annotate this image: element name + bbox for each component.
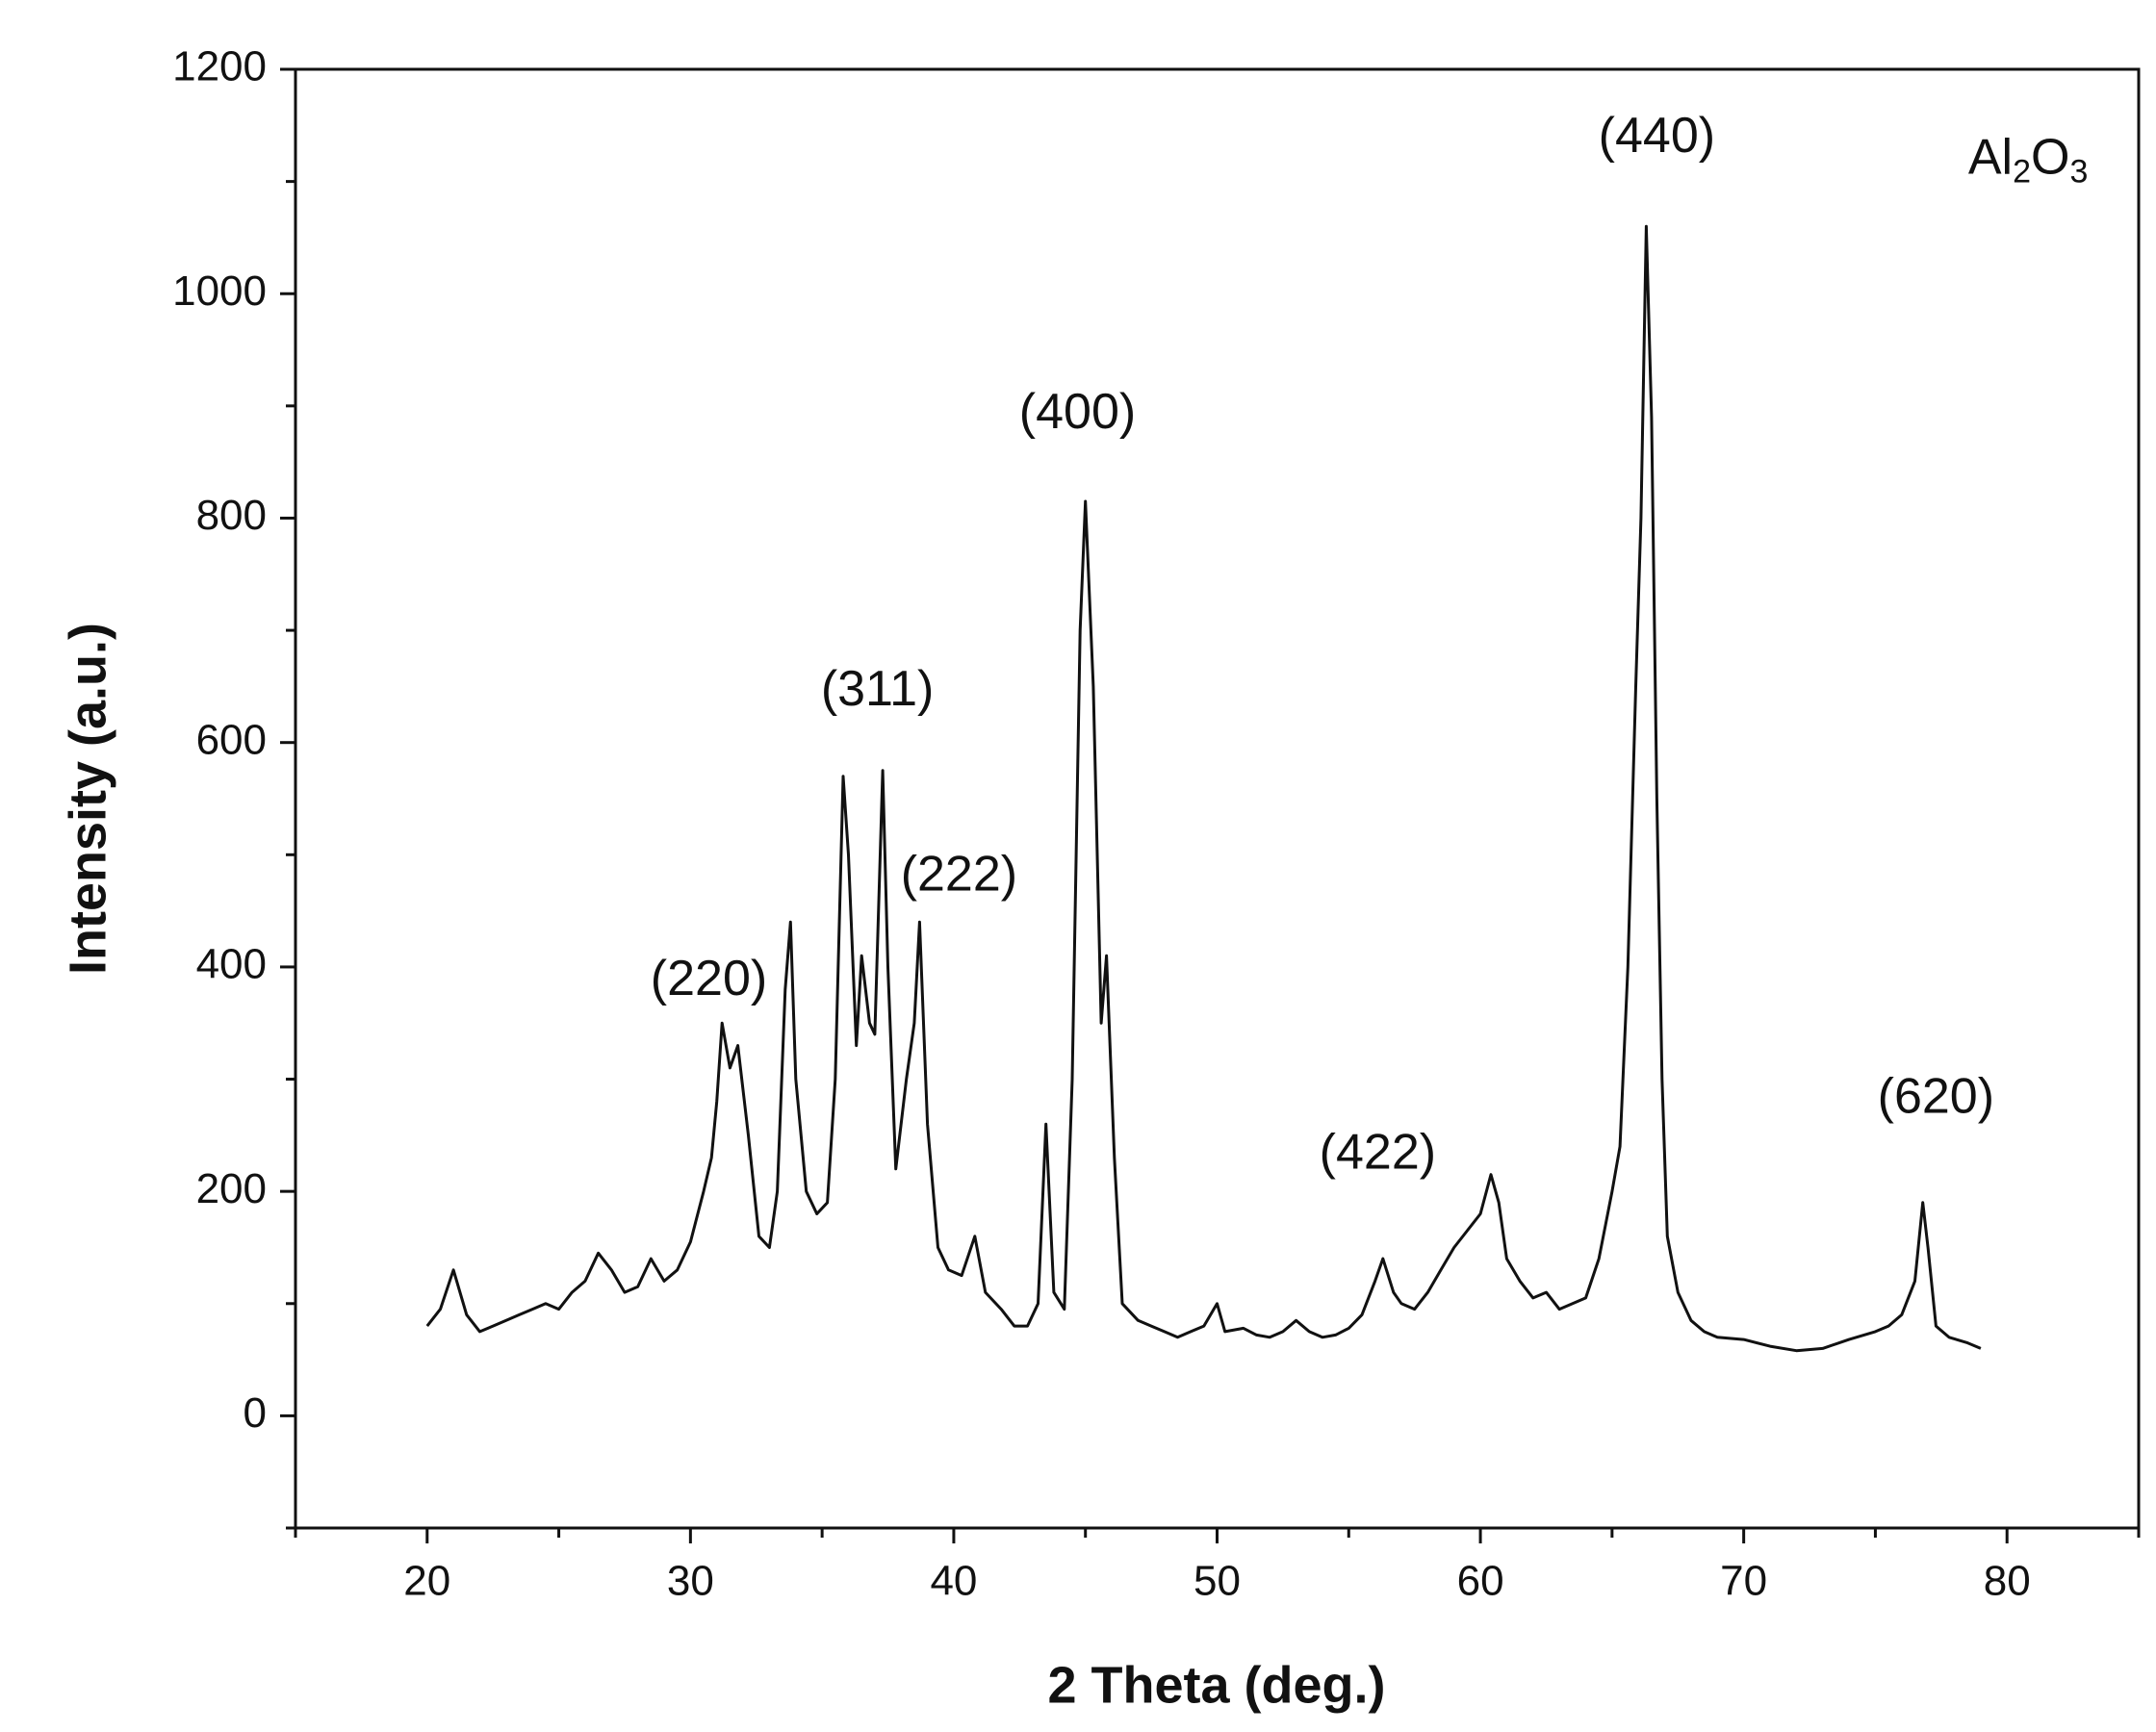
- y-tick-label: 800: [196, 492, 267, 539]
- peak-label: (620): [1878, 1068, 1994, 1124]
- y-axis-title: Intensity (a.u.): [59, 623, 116, 975]
- x-tick-label: 50: [1194, 1558, 1241, 1605]
- peak-label: (220): [651, 951, 767, 1006]
- x-tick-label: 60: [1457, 1558, 1504, 1605]
- y-tick-label: 600: [196, 716, 267, 763]
- x-tick-label: 80: [1984, 1558, 2031, 1605]
- y-tick-label: 400: [196, 941, 267, 988]
- peak-label: (440): [1599, 108, 1715, 164]
- peak-label: Al2O3: [1968, 129, 2089, 190]
- peak-label: (400): [1019, 384, 1136, 440]
- x-tick-label: 30: [667, 1558, 714, 1605]
- plot-frame: [294, 67, 2141, 1530]
- x-axis-title: 2 Theta (deg.): [1047, 1656, 1385, 1714]
- y-tick-label: 200: [196, 1165, 267, 1212]
- peak-label: (311): [821, 661, 935, 717]
- peak-label: (422): [1320, 1125, 1436, 1181]
- y-tick-label: 1200: [172, 43, 267, 90]
- x-tick-label: 70: [1720, 1558, 1767, 1605]
- x-tick-label: 20: [403, 1558, 450, 1605]
- peak-label: (222): [901, 846, 1017, 902]
- x-tick-label: 40: [930, 1558, 977, 1605]
- y-tick-label: 1000: [172, 267, 267, 315]
- data-line: [425, 224, 1982, 1353]
- y-tick-label: 0: [244, 1389, 267, 1437]
